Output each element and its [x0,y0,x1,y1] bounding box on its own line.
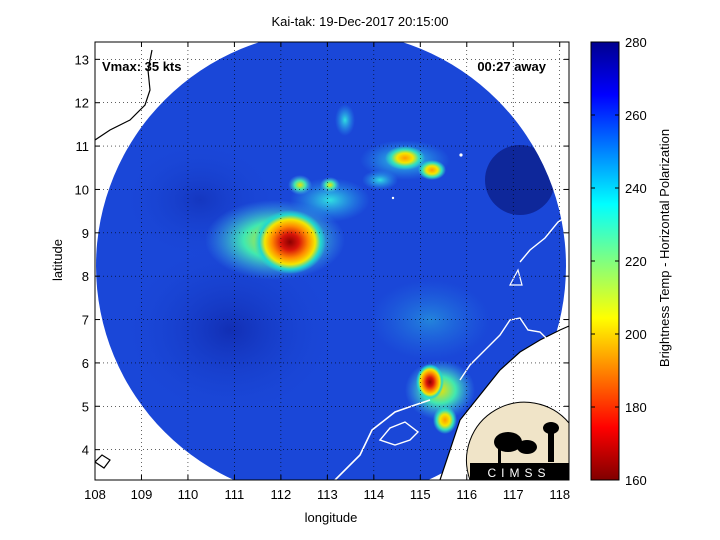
colorbar-tick-label: 280 [625,35,647,50]
y-tick-label: 10 [75,182,89,197]
y-tick-label: 7 [82,313,89,328]
x-tick-label: 108 [84,487,106,502]
coastline [334,399,431,480]
colorbar-ticks: 280 260 240 220 200 180 160 [591,35,647,488]
coastline-island [95,454,111,469]
y-tick-label: 8 [82,269,89,284]
colorbar-tick-label: 200 [625,327,647,342]
water-tower-icon [548,432,554,462]
x-tick-label: 112 [271,487,292,502]
y-tick-label: 6 [82,356,89,371]
x-tick-label: 109 [131,487,153,502]
colorbar-tick-label: 240 [625,181,647,196]
logo-text: CIMSS [487,466,550,480]
storm-core [254,210,326,274]
rain-cell [288,175,312,195]
x-tick-label: 117 [503,487,524,502]
x-tick-label: 114 [363,487,384,502]
y-tick-label: 4 [82,443,89,458]
colorbar-label: Brightness Temp - Horizontal Polarizatio… [657,129,672,367]
coastline [378,421,420,446]
y-tick-label: 12 [75,96,89,111]
coastline [459,317,549,381]
x-axis-label: longitude [305,510,358,525]
coastline-vietnam [95,49,153,141]
y-tick-label: 13 [75,52,89,67]
axes-frame [94,41,570,481]
colorbar-tick-label: 180 [625,400,647,415]
time-away-annotation: 00:27 away [477,59,546,74]
satellite-dish-icon [517,440,537,454]
island [391,196,395,200]
colorbar-tick-label: 260 [625,108,647,123]
gridlines [94,42,569,480]
x-tick-label: 111 [225,487,245,502]
y-tick-label: 5 [82,399,89,414]
cimss-logo: CIMSS [466,401,570,481]
vmax-annotation: Vmax: 35 kts [102,59,182,74]
island [459,153,463,157]
colorbar [590,41,620,481]
water-tower-icon [543,422,559,434]
warm-band [370,280,490,360]
colorbar-tick-label: 160 [625,473,647,488]
x-tick-label: 115 [410,487,431,502]
x-axis-ticks: 108 109 110 111 112 113 114 115 116 117 118 [84,42,570,502]
rain-cell [335,104,355,136]
logo-post [498,445,501,463]
swath [95,42,569,480]
rain-cell-ne [418,160,446,180]
x-tick-label: 118 [549,487,570,502]
y-axis-label: latitude [50,239,65,281]
island [509,268,523,286]
cold-ocean-region [120,240,340,420]
rain-cell-ne [385,146,425,170]
y-tick-label: 11 [76,139,90,154]
x-tick-label: 116 [456,487,477,502]
southern-convection-core [416,364,444,400]
x-tick-label: 113 [317,487,338,502]
coastline [439,325,569,480]
y-tick-label: 9 [82,226,89,241]
southern-convection-cell [433,406,457,434]
rain-cell [320,177,340,193]
x-tick-label: 110 [178,487,199,502]
logo-band [470,463,569,480]
y-axis-ticks: 13 12 11 10 9 8 7 6 5 4 [75,52,569,458]
cold-ocean-region [485,145,555,215]
coastline [519,214,569,263]
plot-title: Kai-tak: 19-Dec-2017 20:15:00 [271,14,449,29]
colorbar-tick-label: 220 [625,254,647,269]
